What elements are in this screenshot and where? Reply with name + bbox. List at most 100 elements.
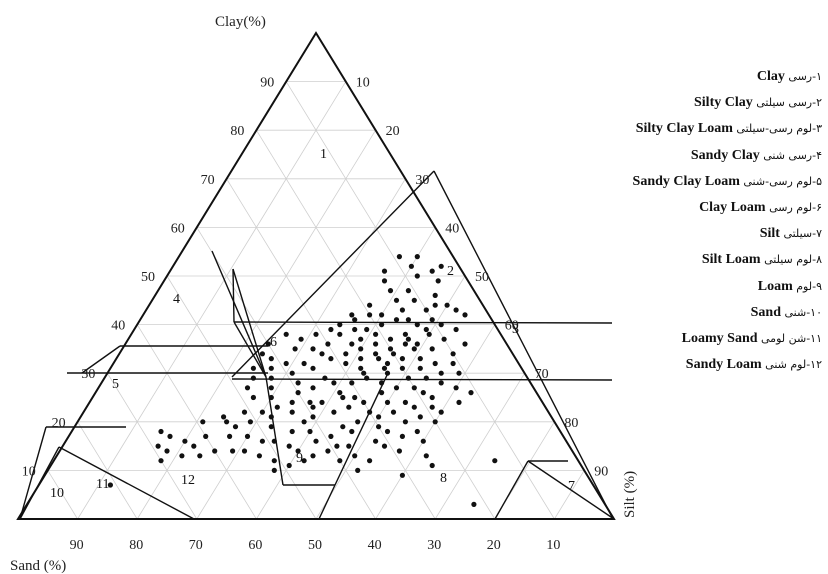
legend-item: Silty Clay ۲-رسی سیلتی bbox=[560, 90, 822, 116]
silt-tick-label: 30 bbox=[415, 173, 429, 188]
clay-tick-label: 80 bbox=[230, 124, 244, 139]
data-point bbox=[328, 433, 334, 439]
grid-line bbox=[77, 81, 347, 520]
data-point bbox=[310, 404, 316, 410]
data-point bbox=[381, 443, 388, 449]
region-number: 6 bbox=[270, 335, 277, 350]
legend-item-persian: ۹-لوم bbox=[796, 279, 822, 293]
legend-item-english: Clay bbox=[756, 69, 789, 84]
data-point bbox=[346, 443, 352, 449]
sand-axis-title: Sand (%) bbox=[10, 558, 66, 574]
data-point bbox=[432, 292, 438, 298]
data-point bbox=[283, 360, 289, 367]
data-point bbox=[393, 385, 400, 391]
data-point bbox=[241, 409, 248, 415]
data-point bbox=[402, 331, 408, 337]
clay-tick-label: 70 bbox=[201, 173, 215, 188]
data-point bbox=[355, 467, 361, 473]
data-point bbox=[456, 399, 462, 405]
data-point bbox=[259, 409, 265, 415]
legend-item-english: Sandy Loam bbox=[685, 357, 766, 373]
grid-line bbox=[136, 324, 257, 520]
sand-tick-label: 60 bbox=[248, 538, 262, 553]
data-point bbox=[399, 365, 405, 371]
legend-item-persian: ۱۲-لوم شنی bbox=[765, 358, 822, 372]
data-point bbox=[381, 268, 388, 274]
data-point bbox=[295, 390, 301, 396]
data-point bbox=[232, 424, 239, 430]
silt-tick-label: 10 bbox=[356, 76, 370, 91]
clay-tick-label: 30 bbox=[81, 367, 95, 382]
data-point bbox=[265, 341, 271, 347]
data-point bbox=[310, 414, 316, 420]
legend-item: Sand ۱۰-شنی bbox=[560, 300, 822, 326]
data-point bbox=[221, 414, 227, 420]
data-point bbox=[343, 351, 349, 357]
data-point bbox=[244, 385, 251, 391]
legend-item-english: Silty Clay Loam bbox=[635, 121, 737, 137]
data-point bbox=[340, 424, 346, 430]
legend-item-english: Loam bbox=[757, 278, 797, 294]
sand-tick-label: 70 bbox=[189, 538, 203, 553]
grid-line bbox=[196, 178, 406, 520]
region-number: 7 bbox=[568, 479, 575, 494]
data-point bbox=[384, 360, 391, 367]
data-point bbox=[283, 331, 289, 337]
grid-line bbox=[315, 275, 466, 520]
data-point bbox=[462, 312, 468, 318]
data-point bbox=[432, 302, 438, 308]
data-point bbox=[373, 351, 379, 357]
data-point bbox=[343, 360, 349, 367]
legend-item-persian: ۵-لوم رسی-شنی bbox=[743, 174, 822, 188]
data-point bbox=[352, 317, 358, 323]
data-point bbox=[301, 419, 307, 425]
sand-tick-label: 30 bbox=[427, 538, 441, 553]
data-point bbox=[271, 458, 277, 464]
class-boundary bbox=[232, 268, 267, 378]
grid-line bbox=[434, 372, 525, 520]
data-point bbox=[268, 385, 274, 391]
data-point bbox=[367, 312, 373, 318]
data-point bbox=[411, 385, 417, 391]
data-point bbox=[361, 399, 367, 405]
data-point bbox=[319, 351, 325, 357]
clay-tick-label: 50 bbox=[141, 270, 155, 285]
grid-line bbox=[47, 470, 78, 520]
data-point bbox=[197, 453, 203, 459]
data-point bbox=[411, 404, 417, 410]
legend-item-english: Clay Loam bbox=[699, 199, 770, 215]
legend-item-persian: ۸-لوم سیلتی bbox=[764, 253, 822, 267]
data-point bbox=[358, 336, 364, 342]
legend-item-persian: ۳-لوم رسی-سیلتی bbox=[736, 122, 822, 136]
data-point bbox=[426, 331, 432, 337]
data-point bbox=[310, 346, 316, 352]
clay-tick-label: 60 bbox=[171, 221, 185, 236]
data-point bbox=[402, 341, 408, 347]
data-point bbox=[399, 472, 405, 478]
data-point bbox=[325, 448, 331, 454]
data-point bbox=[420, 390, 426, 396]
data-point bbox=[349, 341, 355, 347]
data-point bbox=[414, 341, 420, 347]
data-point bbox=[307, 399, 313, 405]
data-point bbox=[438, 370, 444, 376]
data-point bbox=[367, 409, 373, 415]
data-point bbox=[438, 380, 444, 386]
data-point bbox=[244, 433, 251, 439]
legend-item: Loamy Sand ۱۱-شن لومی bbox=[560, 326, 822, 352]
data-point bbox=[286, 443, 292, 449]
data-point bbox=[310, 365, 316, 371]
data-point bbox=[417, 356, 423, 362]
data-point bbox=[268, 356, 274, 362]
data-point bbox=[379, 312, 385, 318]
legend-item-persian: ۴-رسی شنی bbox=[763, 148, 822, 162]
data-point bbox=[384, 370, 391, 376]
legend-item-english: Silty Clay bbox=[694, 95, 757, 111]
data-point bbox=[271, 438, 277, 444]
data-point bbox=[453, 307, 459, 313]
data-point bbox=[250, 365, 256, 371]
data-point bbox=[352, 394, 358, 401]
class-boundary bbox=[211, 250, 267, 378]
silt-tick-label: 20 bbox=[386, 124, 400, 139]
data-point bbox=[414, 273, 420, 279]
